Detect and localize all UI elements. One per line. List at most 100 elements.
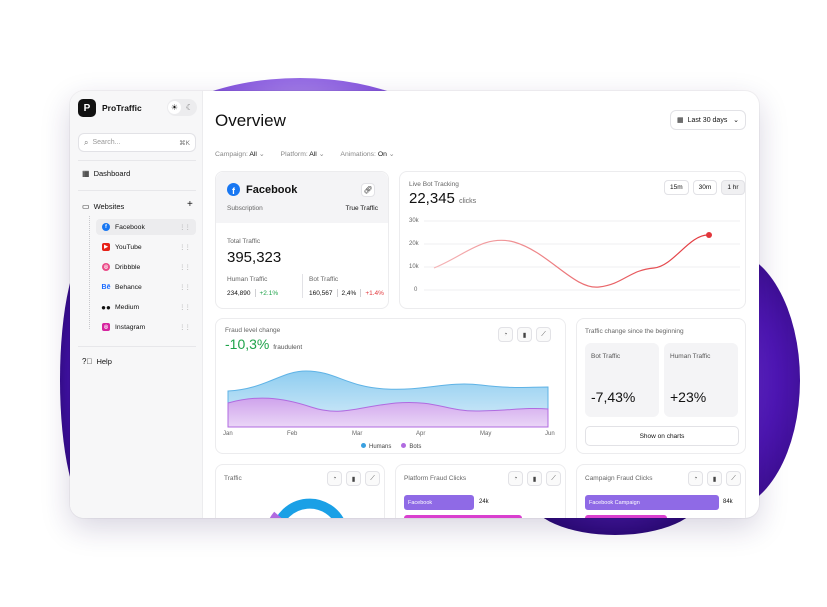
site-item-facebook[interactable]: f Facebook ⋮⋮ bbox=[96, 219, 196, 235]
facebook-card: f Facebook 🔗︎ Subscription True Traffic … bbox=[215, 171, 389, 309]
bot-tracking-chart bbox=[424, 220, 740, 291]
card-title: Traffic change since the beginning bbox=[585, 328, 684, 335]
line-chart-icon[interactable]: ⟋ bbox=[536, 327, 551, 342]
x-tick: Jan bbox=[223, 431, 233, 437]
total-traffic-label: Total Traffic bbox=[227, 238, 261, 245]
bot-traffic-label: Bot Traffic bbox=[309, 276, 339, 283]
chart-type-toggle: ◔ ▮ ⟋ bbox=[508, 471, 561, 486]
theme-toggle[interactable]: ☀ ☾ bbox=[167, 99, 197, 116]
site-label: Facebook bbox=[115, 223, 145, 231]
app-window: P ProTraffic ☀ ☾ ⌕ Search... ⌘K ▦ Dashbo… bbox=[70, 91, 759, 518]
campaign-bar[interactable]: Facebook Campaign bbox=[585, 495, 719, 510]
chevron-down-icon: ⌄ bbox=[733, 117, 739, 124]
human-traffic-value: 234,890 bbox=[227, 289, 251, 297]
bar-chart-icon[interactable]: ▮ bbox=[346, 471, 361, 486]
stat-value: -7,43% bbox=[591, 389, 636, 405]
line-chart-icon[interactable]: ⟋ bbox=[365, 471, 380, 486]
pie-chart-icon[interactable]: ◔ bbox=[508, 471, 523, 486]
show-on-charts-button[interactable]: Show on charts bbox=[585, 426, 739, 446]
drag-handle-icon[interactable]: ⋮⋮ bbox=[179, 264, 191, 271]
site-item-youtube[interactable]: ▶ YouTube ⋮⋮ bbox=[96, 239, 196, 255]
site-label: Instagram bbox=[115, 323, 146, 331]
bar-chart-icon[interactable]: ▮ bbox=[527, 471, 542, 486]
legend-item-humans: Humans bbox=[361, 443, 391, 450]
behance-icon: Bē bbox=[101, 283, 111, 291]
add-website-button[interactable]: + bbox=[187, 199, 193, 210]
time-option-15m[interactable]: 15m bbox=[664, 180, 689, 195]
time-option-30m[interactable]: 30m bbox=[692, 180, 718, 195]
legend-item-bots: Bots bbox=[401, 443, 421, 450]
chart-type-toggle: ◔ ▮ ⟋ bbox=[498, 327, 551, 342]
divider bbox=[78, 346, 196, 347]
card-title: Facebook bbox=[246, 184, 298, 196]
fraud-value: -10,3% fraudulent bbox=[225, 336, 303, 352]
animations-filter[interactable]: Animations: On ⌄ bbox=[340, 151, 395, 158]
campaign-bar[interactable] bbox=[585, 515, 667, 518]
drag-handle-icon[interactable]: ⋮⋮ bbox=[179, 284, 191, 291]
stat-value: +23% bbox=[670, 389, 707, 405]
date-range-select[interactable]: ▦ Last 30 days ⌄ bbox=[670, 110, 746, 130]
medium-icon: ●● bbox=[101, 302, 111, 312]
x-tick: Apr bbox=[416, 431, 426, 437]
x-tick: Feb bbox=[287, 431, 298, 437]
site-label: YouTube bbox=[115, 243, 142, 251]
subscription-value: True Traffic bbox=[345, 205, 378, 212]
drag-handle-icon[interactable]: ⋮⋮ bbox=[179, 304, 191, 311]
main-content: Overview ▦ Last 30 days ⌄ Campaign: All … bbox=[203, 91, 759, 518]
sun-icon[interactable]: ☀ bbox=[168, 101, 181, 114]
chart-legend: Humans Bots bbox=[361, 443, 421, 450]
brand[interactable]: P ProTraffic bbox=[78, 99, 142, 117]
sidebar-item-dashboard[interactable]: ▦ Dashboard bbox=[82, 169, 130, 178]
search-icon: ⌕ bbox=[84, 137, 89, 147]
bot-traffic-value: 160,567 bbox=[309, 289, 333, 297]
site-item-behance[interactable]: Bē Behance ⋮⋮ bbox=[96, 279, 196, 295]
live-point bbox=[706, 232, 712, 238]
bot-traffic-stat: Bot Traffic -7,43% bbox=[585, 343, 659, 417]
date-range-label: Last 30 days bbox=[687, 116, 728, 124]
site-label: Dribbble bbox=[115, 263, 141, 271]
bar-chart-icon[interactable]: ▮ bbox=[517, 327, 532, 342]
traffic-change-card: Traffic change since the beginning Bot T… bbox=[576, 318, 746, 454]
bar-chart-icon[interactable]: ▮ bbox=[707, 471, 722, 486]
platform-filter[interactable]: Platform: All ⌄ bbox=[280, 151, 325, 158]
y-tick: 30k bbox=[409, 218, 419, 224]
platform-bar[interactable] bbox=[404, 515, 522, 518]
filter-bar: Campaign: All ⌄ Platform: All ⌄ Animatio… bbox=[215, 150, 395, 158]
search-input[interactable]: ⌕ Search... ⌘K bbox=[78, 133, 196, 152]
site-item-instagram[interactable]: ◎ Instagram ⋮⋮ bbox=[96, 319, 196, 335]
tree-line bbox=[89, 216, 90, 329]
card-title: Fraud level change bbox=[225, 327, 281, 334]
x-tick: Mar bbox=[352, 431, 363, 437]
donut-segment-humans bbox=[276, 498, 344, 518]
sidebar-item-label: Dashboard bbox=[93, 169, 131, 178]
line-chart-icon[interactable]: ⟋ bbox=[546, 471, 561, 486]
campaign-filter[interactable]: Campaign: All ⌄ bbox=[215, 151, 265, 158]
line-chart-icon[interactable]: ⟋ bbox=[726, 471, 741, 486]
card-title: Platform Fraud Clicks bbox=[404, 475, 467, 482]
pie-chart-icon[interactable]: ◔ bbox=[327, 471, 342, 486]
bot-tracking-line bbox=[433, 234, 710, 288]
link-icon[interactable]: 🔗︎ bbox=[361, 183, 375, 197]
logo-icon: P bbox=[78, 99, 96, 117]
sidebar-item-websites[interactable]: ▭ Websites bbox=[82, 202, 124, 211]
drag-handle-icon[interactable]: ⋮⋮ bbox=[179, 244, 191, 251]
calendar-icon: ▦ bbox=[677, 117, 684, 124]
drag-handle-icon[interactable]: ⋮⋮ bbox=[179, 324, 191, 331]
drag-handle-icon[interactable]: ⋮⋮ bbox=[179, 224, 191, 231]
card-title: Live Bot Tracking bbox=[409, 181, 459, 188]
moon-icon[interactable]: ☾ bbox=[185, 103, 194, 112]
pie-chart-icon[interactable]: ◔ bbox=[688, 471, 703, 486]
platform-bar[interactable]: Facebook bbox=[404, 495, 474, 510]
total-traffic-value: 395,323 bbox=[227, 249, 282, 266]
pie-chart-icon[interactable]: ◔ bbox=[498, 327, 513, 342]
bot-traffic-change: +1.4% bbox=[365, 289, 384, 297]
site-item-medium[interactable]: ●● Medium ⋮⋮ bbox=[96, 299, 196, 315]
chart-type-toggle: ◔ ▮ ⟋ bbox=[688, 471, 741, 486]
site-label: Behance bbox=[115, 283, 142, 291]
time-option-1hr[interactable]: 1 hr bbox=[721, 180, 745, 195]
platform-bar-value: 24k bbox=[479, 499, 489, 505]
sidebar-item-help[interactable]: ?⃝ Help bbox=[82, 357, 112, 366]
facebook-icon: f bbox=[102, 223, 110, 231]
bots-area bbox=[227, 397, 549, 428]
site-item-dribbble[interactable]: ◎ Dribbble ⋮⋮ bbox=[96, 259, 196, 275]
